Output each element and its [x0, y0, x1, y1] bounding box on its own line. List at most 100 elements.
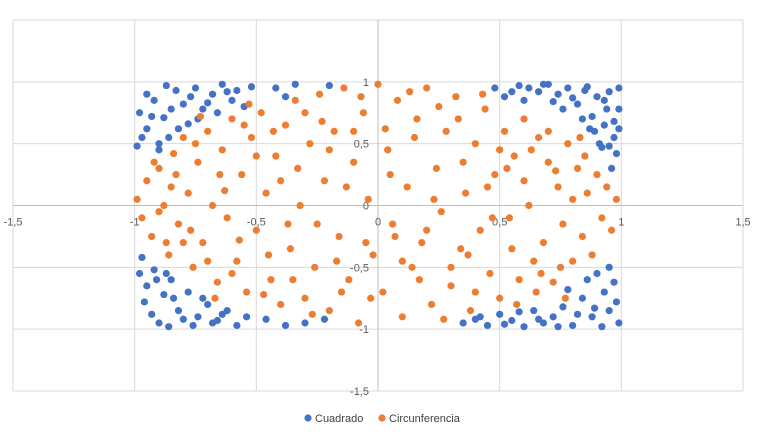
circunferencia-point	[437, 208, 445, 216]
circunferencia-point	[515, 276, 523, 284]
cuadrado-point	[615, 105, 623, 113]
circunferencia-point	[427, 300, 436, 309]
cuadrado-point	[155, 319, 163, 327]
cuadrado-point	[530, 307, 538, 315]
circunferencia-point	[588, 251, 596, 259]
cuadrado-point	[583, 276, 591, 284]
legend-label: Cuadrado	[315, 413, 363, 425]
circunferencia-point	[432, 164, 440, 172]
cuadrado-point	[612, 149, 621, 158]
cuadrado-point	[539, 80, 548, 88]
cuadrado-point	[179, 100, 187, 108]
circunferencia-point	[252, 226, 260, 234]
cuadrado-point	[247, 83, 256, 91]
circunferencia-point	[454, 115, 462, 123]
circunferencia-point	[211, 294, 219, 302]
circunferencia-point	[272, 152, 280, 160]
cuadrado-point	[160, 114, 168, 122]
cuadrado-point	[187, 93, 195, 101]
cuadrado-point	[598, 323, 606, 331]
circunferencia-point	[525, 201, 533, 210]
cuadrado-point	[608, 164, 616, 172]
cuadrado-point	[581, 86, 589, 95]
cuadrado-point	[167, 105, 175, 113]
circunferencia-point	[608, 226, 616, 234]
circunferencia-point	[221, 187, 229, 195]
circunferencia-point	[430, 195, 438, 203]
circunferencia-point	[549, 278, 557, 286]
circunferencia-point	[172, 170, 180, 179]
circunferencia-point	[277, 300, 285, 309]
cuadrado-point	[143, 282, 151, 290]
circunferencia-point	[398, 257, 406, 265]
circunferencia-point	[369, 251, 377, 259]
circunferencia-point	[318, 117, 326, 126]
circunferencia-point	[535, 133, 543, 142]
circunferencia-point	[423, 84, 431, 92]
cuadrado-point	[243, 313, 251, 321]
circunferencia-point	[357, 93, 365, 101]
circunferencia-point	[391, 232, 399, 241]
cuadrado-point	[167, 276, 175, 284]
cuadrado-point	[605, 263, 613, 271]
circunferencia-point	[191, 140, 200, 148]
circunferencia-point	[578, 232, 587, 241]
circunferencia-point	[284, 220, 292, 228]
circunferencia-point	[330, 127, 338, 135]
y-tick-label: 0,5	[354, 139, 369, 151]
circunferencia-point	[179, 239, 187, 247]
cuadrado-point	[610, 133, 618, 142]
x-tick-labels: -1,5 -1 -0,5 0 0,5 1 1,5	[4, 217, 751, 229]
legend-label: Circunferencia	[389, 413, 461, 425]
cuadrado-point	[593, 269, 601, 278]
cuadrado-point	[148, 310, 156, 318]
circunferencia-point	[311, 263, 319, 271]
circunferencia-point	[313, 220, 321, 228]
cuadrado-point	[491, 84, 499, 92]
circunferencia-point	[235, 236, 243, 244]
circunferencia-point	[240, 121, 248, 129]
cuadrado-point	[135, 269, 144, 278]
cuadrado-point	[476, 313, 484, 321]
circunferencia-point	[170, 149, 178, 158]
circunferencia-point	[491, 170, 499, 179]
cuadrado-point	[170, 294, 178, 302]
circunferencia-point	[564, 140, 572, 148]
cuadrado-point	[535, 315, 543, 323]
cuadrado-point	[539, 319, 548, 327]
circunferencia-point	[374, 80, 382, 88]
circunferencia-point	[262, 189, 270, 197]
circunferencia-point	[532, 288, 540, 296]
circunferencia-point	[269, 127, 277, 135]
cuadrado-point	[172, 86, 180, 95]
circunferencia-point	[223, 214, 231, 222]
circunferencia-point	[218, 146, 226, 154]
circunferencia-point	[386, 170, 394, 179]
circunferencia-point	[179, 133, 187, 142]
cuadrado-point	[281, 93, 290, 101]
circunferencia-point	[194, 158, 202, 166]
cuadrado-point	[223, 88, 231, 96]
cuadrado-point	[588, 313, 596, 321]
y-tick-labels: 1 0,5 0 -0,5 -1 -1,5	[350, 77, 369, 398]
circunferencia-point	[257, 109, 265, 117]
cuadrado-point	[152, 276, 161, 284]
cuadrado-point	[598, 143, 606, 151]
cuadrado-point	[500, 93, 509, 101]
circunferencia-point	[325, 307, 333, 315]
cuadrado-point	[174, 125, 183, 133]
cuadrado-point	[208, 90, 217, 98]
cuadrado-point	[155, 140, 163, 148]
circunferencia-point	[354, 319, 363, 327]
circunferencia-point	[552, 167, 560, 175]
circunferencia-point	[598, 214, 606, 222]
circunferencia-point	[337, 288, 346, 296]
cuadrado-point	[191, 84, 200, 92]
circunferencia-point	[398, 313, 406, 321]
circunferencia-point	[243, 288, 251, 296]
cuadrado-point	[143, 125, 151, 133]
cuadrado-point	[291, 80, 299, 88]
cuadrado-point	[508, 316, 516, 325]
circunferencia-point	[435, 102, 443, 111]
data-points	[133, 80, 623, 331]
